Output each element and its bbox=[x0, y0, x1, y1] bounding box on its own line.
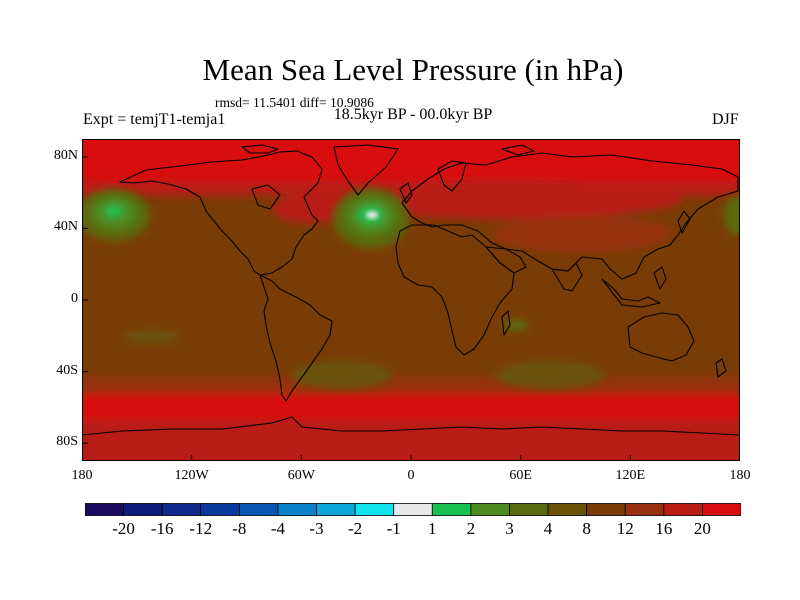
colorbar-swatch bbox=[277, 503, 317, 516]
colorbar-swatch bbox=[663, 503, 703, 516]
field-southern bbox=[82, 377, 740, 461]
colorbar-swatch bbox=[509, 503, 549, 516]
lon-tick-label: 180 bbox=[729, 468, 751, 483]
colorbar-swatch bbox=[316, 503, 356, 516]
lon-tick-label: 180 bbox=[71, 468, 93, 483]
colorbar-label: 4 bbox=[543, 519, 553, 538]
experiment-label: Expt = temjT1-temja1 bbox=[83, 111, 226, 128]
lon-tick-label: 120W bbox=[174, 468, 209, 483]
map-ticks bbox=[82, 156, 740, 461]
period-subtitle: 18.5kyr BP - 00.0kyr BP bbox=[333, 106, 493, 123]
colorbar-swatch bbox=[470, 503, 510, 516]
colorbar-label: 16 bbox=[655, 519, 673, 538]
colorbar-swatch bbox=[547, 503, 588, 516]
colorbar-swatch bbox=[624, 503, 665, 516]
colorbar-label: -3 bbox=[309, 519, 324, 538]
colorbar-label: 3 bbox=[505, 519, 514, 538]
colorbar-label: -8 bbox=[232, 519, 247, 538]
stats-line: rmsd= 11.5401 diff= 10.9086 bbox=[215, 95, 374, 110]
season-label: DJF bbox=[712, 111, 739, 128]
colorbar-swatch bbox=[586, 503, 626, 516]
lon-tick-label: 60W bbox=[287, 468, 315, 483]
colorbar-label: 1 bbox=[428, 519, 437, 538]
lon-tick-label: 120E bbox=[615, 468, 646, 483]
lat-tick-label: 80S bbox=[56, 434, 78, 450]
colorbar-label: 20 bbox=[693, 519, 711, 538]
field-arctic bbox=[82, 139, 740, 252]
colorbar-label: -16 bbox=[150, 519, 174, 538]
lon-tick-label: 0 bbox=[407, 468, 415, 483]
colorbar-label: -2 bbox=[348, 519, 363, 538]
colorbar-swatch bbox=[431, 503, 472, 516]
chart-title: Mean Sea Level Pressure (in hPa) bbox=[202, 52, 624, 87]
colorbar-label: -1 bbox=[386, 519, 401, 538]
colorbar-swatch bbox=[161, 503, 202, 516]
colorbar-label: -4 bbox=[270, 519, 286, 538]
lon-tick-label: 60E bbox=[509, 468, 532, 483]
colorbar-label: 12 bbox=[616, 519, 634, 538]
atlantic-low-core bbox=[366, 211, 378, 219]
colorbar-swatch bbox=[123, 503, 163, 516]
colorbar-swatch bbox=[85, 503, 124, 516]
colorbar-label: 2 bbox=[466, 519, 476, 538]
coastlines bbox=[82, 144, 740, 436]
lat-tick-label: 80N bbox=[53, 147, 78, 163]
colorbar-label: -20 bbox=[112, 519, 135, 538]
colorbar-label: -12 bbox=[189, 519, 213, 538]
colorbar-label: 8 bbox=[582, 519, 591, 538]
colorbar-swatch bbox=[702, 503, 741, 516]
lat-tick-label: 40N bbox=[53, 219, 78, 235]
north-pacific-low bbox=[82, 189, 740, 241]
lat-tick-label: 0 bbox=[71, 291, 78, 306]
colorbar-swatch bbox=[354, 503, 395, 516]
pressure-map bbox=[82, 139, 740, 461]
colorbar-swatch bbox=[200, 503, 240, 516]
lat-tick-label: 40S bbox=[56, 362, 78, 378]
colorbar-swatch bbox=[238, 503, 279, 516]
colorbar-swatch bbox=[393, 503, 433, 516]
colorbar bbox=[85, 503, 741, 516]
